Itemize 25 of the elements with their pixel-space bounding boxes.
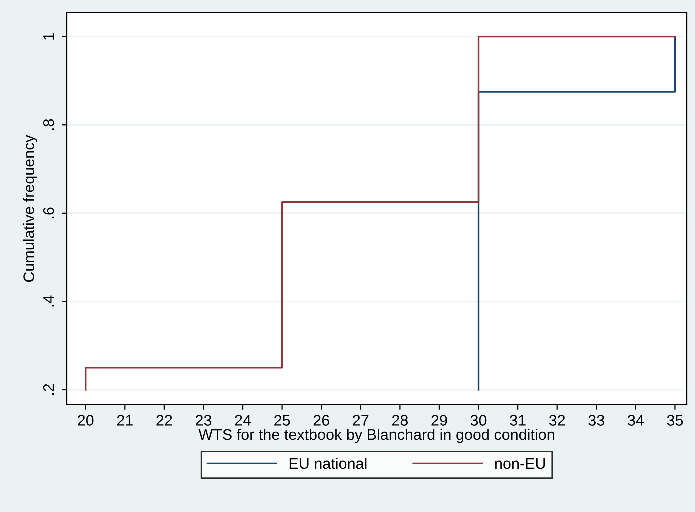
x-tick-label: 22 <box>156 415 172 426</box>
x-axis-title: WTS for the textbook by Blanchard in good condition <box>198 428 554 444</box>
x-tick-label: 33 <box>588 415 604 426</box>
y-tick-label: 1 <box>44 33 54 40</box>
x-tick-label: 32 <box>549 415 566 426</box>
x-tick-label: 28 <box>392 415 408 426</box>
y-tick-label: .4 <box>44 296 54 307</box>
x-tick-label: 29 <box>432 415 448 426</box>
y-tick-label: .6 <box>43 208 54 218</box>
x-tick-label: 34 <box>628 415 644 426</box>
y-tick-label: .8 <box>43 119 54 130</box>
x-tick-label: 23 <box>196 415 212 426</box>
x-tick-label: 20 <box>78 415 94 426</box>
y-axis-title: Cumulative frequency <box>23 135 38 282</box>
legend-label: non-EU <box>495 458 546 470</box>
x-tick-label: 31 <box>510 415 526 426</box>
x-tick-label: 30 <box>470 415 487 426</box>
x-tick-label: 26 <box>314 415 330 426</box>
x-tick-label: 25 <box>274 415 290 426</box>
y-tick-label: .2 <box>43 384 54 395</box>
legend-label: EU national <box>290 458 367 470</box>
x-tick-label: 24 <box>235 415 252 426</box>
x-tick-label: 27 <box>353 415 369 426</box>
x-tick-label: 21 <box>117 415 133 426</box>
x-tick-label: 35 <box>667 415 684 426</box>
